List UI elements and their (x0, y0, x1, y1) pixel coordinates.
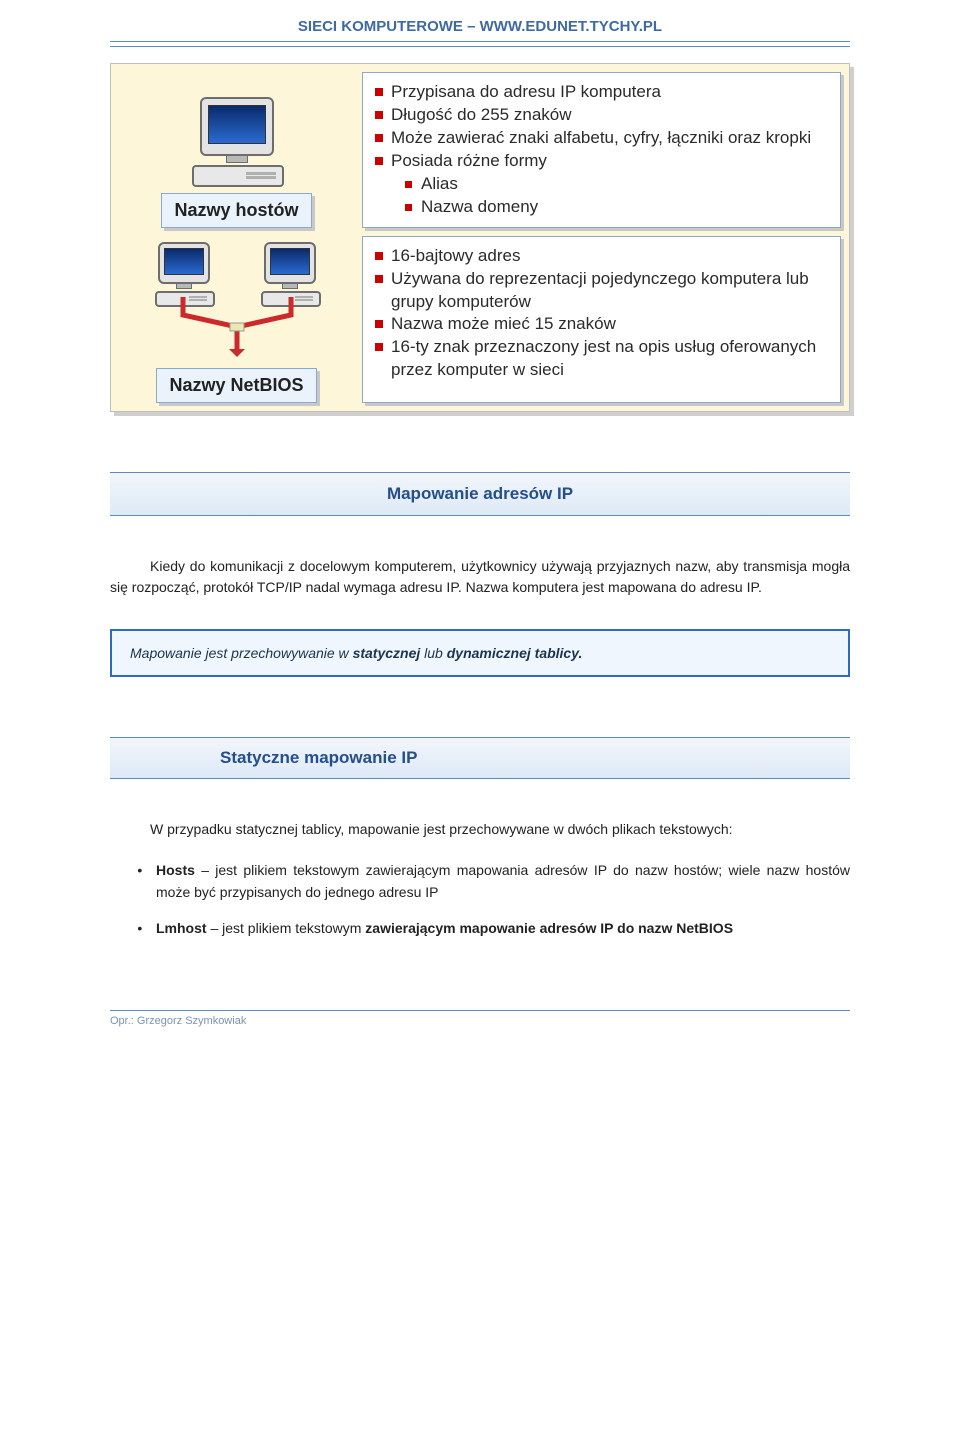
mapping-callout: Mapowanie jest przechowywanie w statyczn… (110, 629, 850, 677)
figure-row-netbios: Nazwy NetBIOS 16-bajtowy adres Używana d… (119, 236, 841, 403)
header-rule (110, 41, 850, 47)
list-item: Hosts – jest plikiem tekstowym zawierają… (150, 859, 850, 904)
list-item: Lmhost – jest plikiem tekstowym zawieraj… (150, 917, 850, 939)
callout-prefix: Mapowanie jest przechowywanie w (130, 645, 353, 661)
computer-icon (192, 97, 282, 187)
bullet-item: Długość do 255 znaków (375, 104, 828, 127)
list-item-rest-pre: – jest plikiem tekstowym (207, 920, 366, 936)
figure-left-netbios: Nazwy NetBIOS (119, 236, 354, 403)
callout-term2: dynamicznej tablicy. (447, 645, 583, 661)
static-intro-text: W przypadku statycznej tablicy, mapowani… (110, 819, 850, 841)
mapping-paragraph-text: Kiedy do komunikacji z docelowym kompute… (110, 556, 850, 599)
list-item-bold: Hosts (156, 862, 195, 878)
list-item-rest-bold: zawierającym mapowanie adresów IP do naz… (365, 920, 733, 936)
callout-term1: statycznej (353, 645, 421, 661)
bullet-item: 16-ty znak przeznaczony jest na opis usł… (375, 336, 828, 382)
callout-mid: lub (420, 645, 446, 661)
bullet-subitem: Nazwa domeny (405, 196, 828, 219)
static-list: Hosts – jest plikiem tekstowym zawierają… (110, 859, 850, 940)
footer-text: Opr.: Grzegorz Szymkowiak (110, 1015, 246, 1027)
figure-row-hosts: Nazwy hostów Przypisana do adresu IP kom… (119, 72, 841, 228)
list-item-rest: – jest plikiem tekstowym zawierającym ma… (156, 862, 850, 900)
bullet-subitem: Alias (405, 173, 828, 196)
network-icon (137, 242, 337, 362)
figure-right-hosts: Przypisana do adresu IP komputera Długoś… (362, 72, 841, 228)
section-title-mapping: Mapowanie adresów IP (110, 472, 850, 516)
network-lines-icon (137, 297, 337, 357)
figure-left-hosts: Nazwy hostów (119, 72, 354, 228)
bullet-item: Może zawierać znaki alfabetu, cyfry, łąc… (375, 127, 828, 150)
badge-hosts: Nazwy hostów (161, 193, 311, 228)
bullets-hosts: Przypisana do adresu IP komputera Długoś… (375, 81, 828, 219)
page-header: SIECI KOMPUTEROWE – WWW.EDUNET.TYCHY.PL (0, 0, 960, 41)
bullet-item: Nazwa może mieć 15 znaków (375, 313, 828, 336)
bullet-item: Posiada różne formy (375, 150, 828, 173)
badge-netbios: Nazwy NetBIOS (156, 368, 316, 403)
naming-figure: Nazwy hostów Przypisana do adresu IP kom… (110, 63, 850, 412)
static-intro: W przypadku statycznej tablicy, mapowani… (110, 819, 850, 841)
bullet-item: 16-bajtowy adres (375, 245, 828, 268)
bullet-item: Przypisana do adresu IP komputera (375, 81, 828, 104)
bullets-netbios: 16-bajtowy adres Używana do reprezentacj… (375, 245, 828, 383)
section-title-static: Statyczne mapowanie IP (110, 737, 850, 779)
list-item-bold: Lmhost (156, 920, 207, 936)
mapping-paragraph: Kiedy do komunikacji z docelowym kompute… (110, 556, 850, 599)
bullet-item: Używana do reprezentacji pojedynczego ko… (375, 268, 828, 314)
page-footer: Opr.: Grzegorz Szymkowiak (110, 1010, 850, 1027)
figure-right-netbios: 16-bajtowy adres Używana do reprezentacj… (362, 236, 841, 403)
